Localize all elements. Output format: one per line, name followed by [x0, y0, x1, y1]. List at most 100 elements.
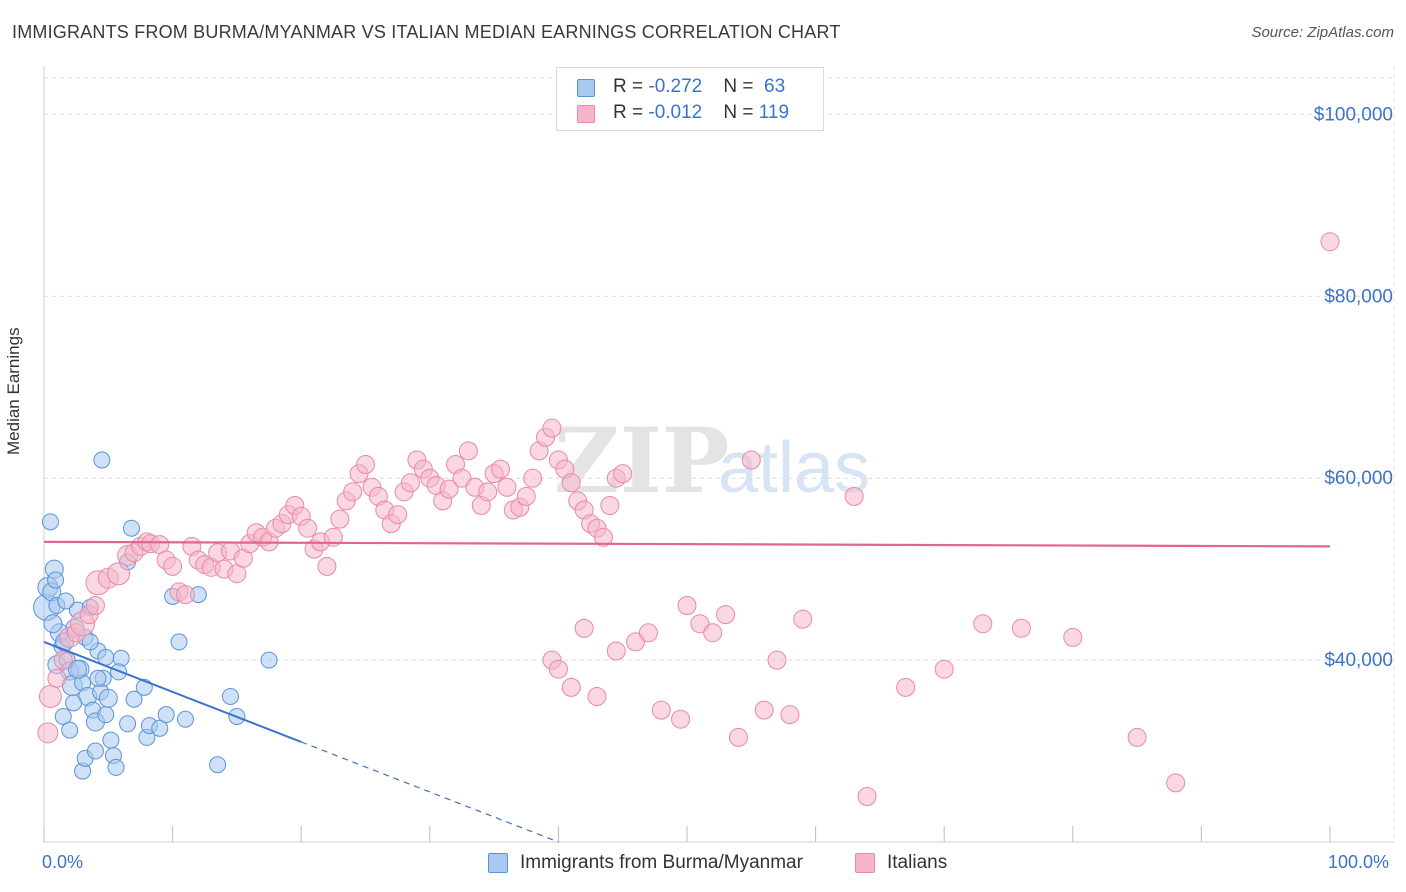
legend-label-burma: Immigrants from Burma/Myanmar: [520, 852, 803, 873]
italians-point: [857, 787, 877, 807]
italians-point: [613, 464, 633, 484]
legend-n-value: 119: [758, 102, 790, 123]
legend-swatch-burma: [488, 853, 508, 873]
italians-point: [175, 585, 195, 605]
italians-point: [896, 677, 916, 697]
italians-point: [638, 623, 658, 643]
italians-point: [1127, 727, 1147, 747]
italians-point: [317, 556, 337, 576]
burma-point: [176, 710, 194, 728]
italians-point: [754, 700, 774, 720]
italians-point: [600, 495, 620, 515]
burma-point: [102, 731, 120, 749]
italians-point: [561, 473, 581, 493]
italians-point: [780, 705, 800, 725]
italians-point: [716, 605, 736, 625]
y-tick-labels: $40,000 $60,000 $80,000 $100,000: [1314, 104, 1393, 671]
y-tick-label: $80,000: [1324, 286, 1393, 307]
italians-point: [523, 468, 543, 488]
y-axis-label: Median Earnings: [4, 327, 23, 455]
italians-point: [38, 684, 62, 708]
italians-point: [497, 477, 517, 497]
italians-point: [741, 450, 761, 470]
burma-point: [119, 715, 137, 733]
italians-point: [163, 556, 183, 576]
italians-point: [388, 505, 408, 525]
italians-point: [1063, 627, 1083, 647]
watermark-atlas: atlas: [718, 428, 870, 508]
series-burma-points: [33, 451, 278, 780]
italians-point: [478, 482, 498, 502]
legend-r-value: -0.012: [648, 102, 703, 123]
italians-point: [330, 509, 350, 529]
italians-point: [677, 596, 697, 616]
y-tick-label: $60,000: [1324, 468, 1393, 489]
italians-point: [298, 518, 318, 538]
y-tick-label: $100,000: [1314, 104, 1393, 125]
trend-line-burma-extension: [300, 741, 559, 843]
italians-point: [593, 527, 613, 547]
x-tick-label-max: 100.0%: [1328, 852, 1390, 872]
burma-point: [98, 688, 118, 708]
italians-point: [728, 727, 748, 747]
burma-point: [170, 633, 188, 651]
italians-point: [458, 441, 478, 461]
legend-swatch-italians: [855, 853, 875, 873]
legend-swatch-italians: [577, 105, 595, 123]
legend-r-value: -0.272: [648, 76, 703, 97]
italians-point: [574, 618, 594, 638]
burma-point: [81, 633, 99, 651]
burma-point: [157, 706, 175, 724]
burma-point: [122, 519, 140, 537]
italians-point: [561, 677, 581, 697]
italians-point: [973, 614, 993, 634]
correlation-legend: R = -0.272 N = 63 R = -0.012 N = 119: [556, 67, 824, 131]
italians-point: [452, 468, 472, 488]
italians-point: [47, 668, 67, 688]
y-tick-label: $40,000: [1324, 650, 1393, 671]
italians-point: [491, 459, 511, 479]
legend-label-italians: Italians: [887, 852, 948, 873]
italians-point: [85, 596, 105, 616]
axes: [43, 66, 1394, 843]
burma-point: [151, 719, 169, 737]
burma-point: [65, 694, 83, 712]
chart-title: IMMIGRANTS FROM BURMA/MYANMAR VS ITALIAN…: [12, 22, 841, 42]
x-tick-label-min: 0.0%: [42, 852, 84, 872]
burma-point: [43, 614, 63, 634]
italians-point: [548, 659, 568, 679]
burma-point: [57, 592, 75, 610]
italians-point: [934, 659, 954, 679]
burma-point: [125, 690, 143, 708]
italians-point: [587, 686, 607, 706]
burma-point: [61, 721, 79, 739]
italians-point: [626, 632, 646, 652]
burma-point: [47, 571, 65, 589]
burma-point: [93, 451, 111, 469]
burma-point: [260, 651, 278, 669]
burma-point: [221, 687, 239, 705]
burma-point: [41, 513, 59, 531]
italians-point: [542, 418, 562, 438]
italians-point: [1320, 232, 1340, 252]
legend-r-label: R =: [613, 76, 649, 97]
italians-point: [356, 455, 375, 475]
legend-n-label: N =: [723, 102, 759, 123]
legend-swatch-burma: [577, 79, 595, 97]
italians-point: [37, 722, 59, 744]
burma-point: [86, 742, 104, 760]
italians-point: [844, 486, 864, 506]
italians-point: [671, 709, 691, 729]
italians-point: [53, 650, 73, 670]
italians-point: [703, 623, 723, 643]
chart-source: Source: ZipAtlas.com: [1251, 24, 1394, 41]
italians-point: [651, 700, 671, 720]
italians-point: [767, 650, 787, 670]
italians-point: [1166, 773, 1186, 793]
watermark: ZIP atlas: [554, 408, 870, 514]
trend-line-burma: [43, 640, 302, 743]
legend-n-label: N =: [723, 76, 759, 97]
italians-point: [516, 486, 536, 506]
italians-point: [793, 609, 813, 629]
italians-point: [439, 479, 459, 499]
